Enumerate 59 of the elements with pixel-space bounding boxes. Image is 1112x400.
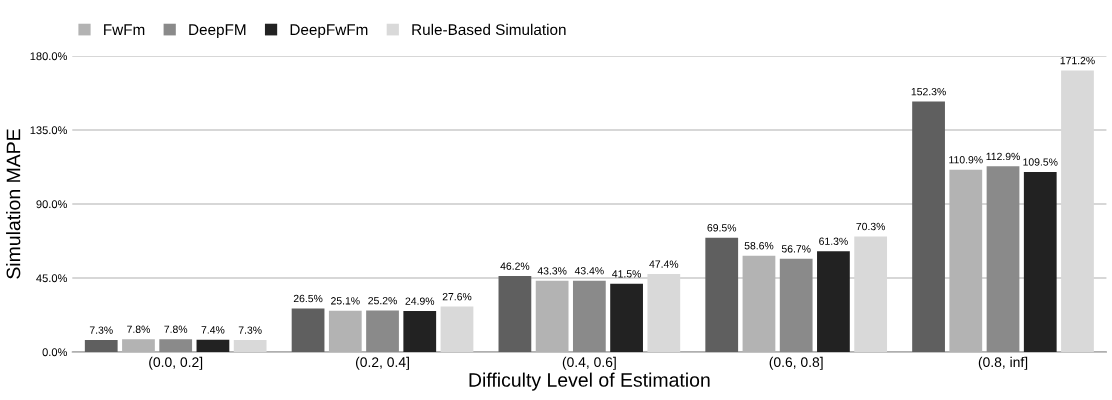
legend-label: FwFm (104, 24, 145, 35)
y-tick-label: 180.0% (30, 52, 68, 61)
bar (328, 310, 362, 352)
bar (912, 101, 945, 352)
bar (291, 308, 325, 352)
x-tick-label: (0.4, 0.6] (562, 356, 616, 370)
data-label: 47.4% (649, 260, 679, 268)
y-axis-title: Simulation MAPE (6, 129, 21, 279)
x-tick-label: (0.8, inf] (978, 356, 1028, 370)
bar (854, 236, 888, 352)
data-label: 112.9% (986, 152, 1020, 161)
data-label: 109.5% (1023, 158, 1058, 166)
data-label: 43.4% (574, 267, 604, 275)
data-label: 25.2% (368, 296, 397, 305)
bar (122, 339, 155, 352)
data-label: 25.1% (331, 297, 360, 305)
legend-label: DeepFwFm (290, 24, 368, 39)
bar (647, 274, 681, 352)
y-tick-label: 90.0% (36, 200, 68, 209)
data-label: 24.9% (405, 297, 435, 305)
data-label: 152.3% (911, 87, 946, 96)
x-tick-label: (0.6, 0.8] (769, 356, 823, 370)
data-label: 26.5% (293, 294, 323, 303)
data-label: 7.4% (201, 326, 225, 334)
data-label: 7.3% (238, 326, 262, 334)
y-tick-label: 0.0% (42, 348, 68, 357)
bar (196, 339, 230, 352)
bar (535, 280, 569, 352)
data-label: 110.9% (949, 156, 983, 164)
data-label: 70.3% (856, 222, 886, 231)
bar (403, 311, 437, 352)
data-label: 46.2% (500, 262, 530, 270)
bar (1023, 171, 1057, 352)
y-tick-label: 45.0% (36, 274, 68, 283)
y-tick-label: 135.0% (30, 126, 68, 135)
data-label: 7.8% (164, 325, 188, 333)
bar (817, 251, 850, 352)
bar (610, 283, 643, 352)
data-label: 7.8% (127, 325, 150, 333)
data-label: 61.3% (819, 237, 848, 245)
x-axis-title: Difficulty Level of Estimation (469, 372, 710, 391)
bar (233, 340, 267, 352)
bar (1061, 70, 1094, 352)
legend-label: Rule-Based Simulation (412, 23, 566, 36)
data-label: 56.7% (781, 245, 811, 253)
bar (440, 306, 474, 352)
x-tick-label: (0.0, 0.2] (149, 356, 203, 370)
data-label: 69.5% (707, 224, 737, 232)
legend-label: DeepFM (189, 24, 246, 39)
bar (705, 237, 739, 352)
data-label: 7.3% (89, 326, 113, 334)
bar (498, 276, 532, 352)
bar (84, 340, 118, 352)
data-label: 43.3% (537, 267, 567, 275)
data-label: 58.6% (744, 242, 774, 250)
x-tick-label: (0.2, 0.4] (355, 356, 409, 370)
data-label: 41.5% (612, 270, 641, 278)
data-label: 27.6% (442, 293, 472, 301)
data-label: 171.2% (1060, 56, 1095, 65)
